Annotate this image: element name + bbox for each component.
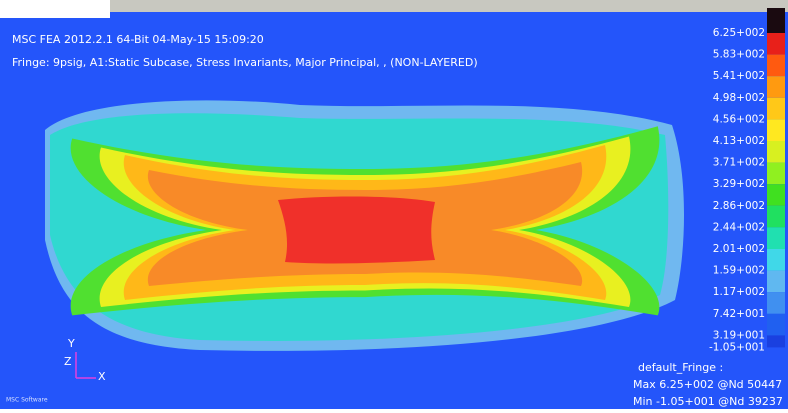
axis-triad: Y Z X [64,337,106,383]
plate [45,100,685,351]
legend-label: 1.59+002 [713,265,765,277]
legend-swatch [767,292,785,314]
header-line: Fringe: 9psig, A1:Static Subcase, Stress… [12,56,478,69]
photo-strip [0,0,788,12]
legend-swatch [767,227,785,249]
band-red [278,196,435,264]
legend-label: 1.17+002 [713,286,765,298]
legend-swatch [767,335,785,348]
legend-swatch [767,249,785,271]
legend-label: 5.41+002 [713,70,765,82]
triad-label: Y [67,337,75,350]
legend-label: 4.98+002 [713,92,765,104]
legend-label: 6.25+002 [713,27,765,39]
legend-label: 5.83+002 [713,49,765,61]
header-line: MSC FEA 2012.2.1 64-Bit 04-May-15 15:09:… [12,33,264,46]
legend-swatch [767,162,785,185]
legend-swatch [767,205,785,228]
legend-label: 3.71+002 [713,157,765,169]
legend-swatch [767,141,785,163]
legend-label: 2.44+002 [713,221,765,233]
legend-swatch [767,184,785,206]
legend-swatch [767,119,785,141]
legend-swatch [767,313,785,336]
legend-swatch [767,97,785,120]
legend-swatch [767,76,785,98]
logo: MSC Software [6,397,48,404]
legend-label: 2.01+002 [713,243,765,255]
legend: 6.25+002 5.83+002 5.41+002 4.98+002 4.56+002… [709,8,785,353]
legend-swatch [767,8,785,33]
legend-label: 2.86+002 [713,200,765,212]
legend-label: 7.42+001 [713,308,765,320]
legend-label: -1.05+001 [709,341,765,353]
triad-label: X [98,370,106,383]
legend-swatch [767,33,785,55]
footer-max: Max 6.25+002 @Nd 50447 [633,378,782,391]
legend-label: 3.19+001 [713,329,765,341]
white-corner [0,0,110,18]
legend-label: 3.29+002 [713,178,765,190]
footer-title: default_Fringe : [638,361,723,374]
legend-swatch [767,54,785,77]
footer-min: Min -1.05+001 @Nd 39237 [633,395,783,408]
legend-label: 4.13+002 [713,135,765,147]
legend-swatch [767,270,785,293]
triad-label: Z [64,355,72,368]
legend-label: 4.56+002 [713,113,765,125]
